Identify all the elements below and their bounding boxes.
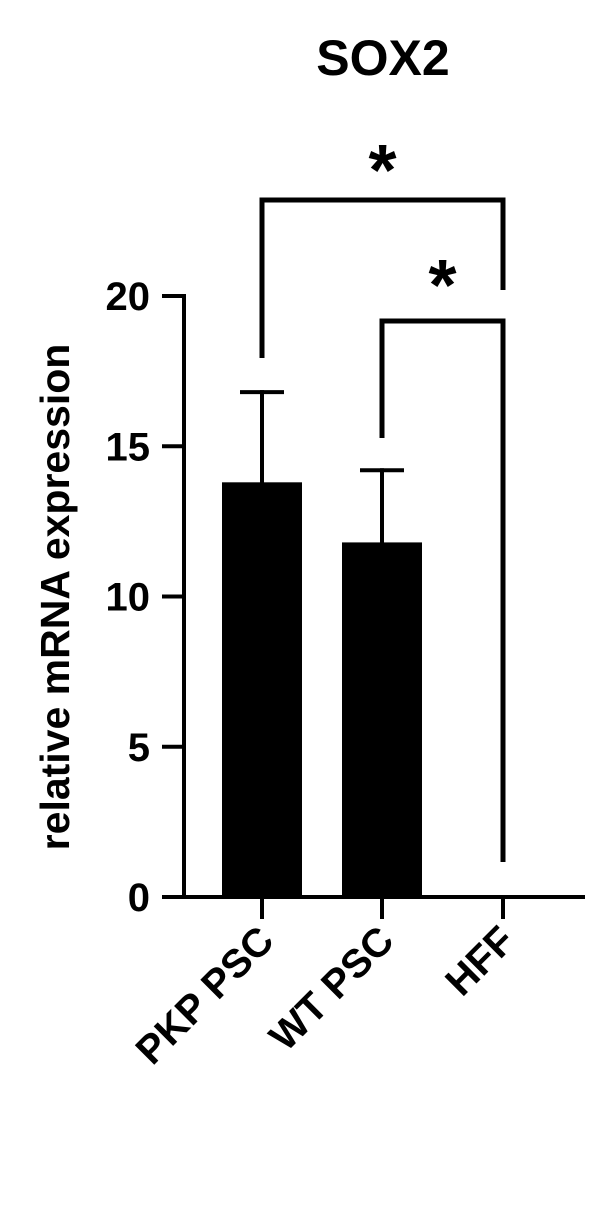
y-tick-label: 5 (128, 726, 150, 770)
chart-title: SOX2 (316, 30, 449, 86)
y-axis-label: relative mRNA expression (32, 344, 78, 851)
x-tick-label: PKP PSC (128, 918, 283, 1073)
bar (222, 482, 302, 897)
y-tick-label: 10 (106, 576, 151, 620)
y-tick-label: 20 (106, 275, 151, 319)
significance-marker: * (428, 246, 456, 326)
y-tick-label: 15 (106, 425, 151, 469)
significance-bracket (259, 197, 506, 358)
y-tick-label: 0 (128, 876, 150, 920)
x-tick-label: WT PSC (261, 918, 402, 1059)
significance-bracket (379, 318, 506, 862)
bar (342, 542, 422, 897)
significance-marker: * (368, 131, 396, 211)
x-tick-label: HFF (437, 918, 523, 1004)
